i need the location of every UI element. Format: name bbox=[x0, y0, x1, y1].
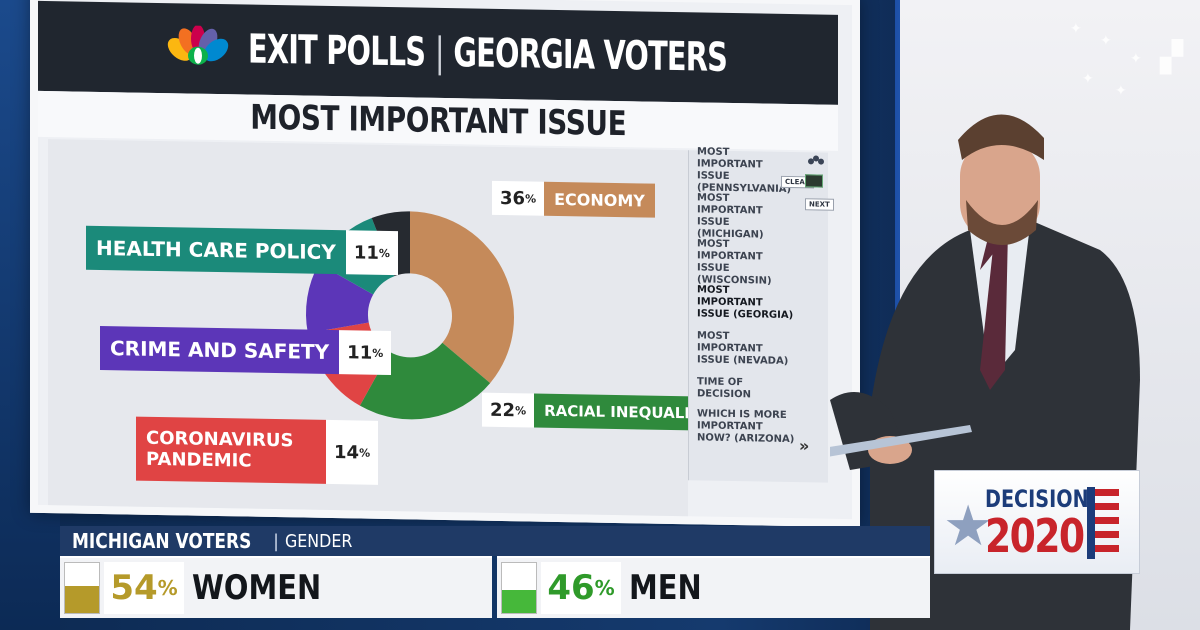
label-economy: 36% ECONOMY bbox=[492, 180, 655, 218]
economy-pct-sign: % bbox=[525, 191, 537, 206]
chart-title: MOST IMPORTANT ISSUE bbox=[250, 97, 626, 145]
lower-third: MICHIGAN VOTERS | GENDER 54% WOMEN 46% M… bbox=[60, 526, 930, 618]
more-arrow-icon[interactable]: » bbox=[799, 436, 810, 456]
coronavirus-line2: PANDEMIC bbox=[146, 448, 252, 472]
sidebar-item-time-of-decision[interactable]: TIME OF DECISION bbox=[697, 376, 751, 401]
men-pct: 46% bbox=[541, 562, 621, 614]
women-pct-sign: % bbox=[157, 576, 178, 600]
label-economy-name: ECONOMY bbox=[544, 181, 655, 218]
men-result-row: 46% MEN bbox=[497, 556, 930, 618]
sidebar-item-arizona[interactable]: WHICH IS MORE IMPORTANT NOW? (ARIZONA) bbox=[697, 408, 795, 446]
decision-word: DECISION bbox=[985, 485, 1089, 513]
pencil-icon[interactable] bbox=[805, 174, 823, 188]
women-label: WOMEN bbox=[192, 568, 322, 608]
donut-slice-economy[interactable] bbox=[410, 211, 514, 384]
women-pct-value: 54 bbox=[110, 568, 158, 608]
label-crime-safety: CRIME AND SAFETY 11% bbox=[100, 325, 392, 376]
label-economy-pct: 36% bbox=[492, 180, 545, 216]
touchscreen-display: EXIT POLLS | GEORGIA VOTERS MOST IMPORTANT… bbox=[30, 0, 860, 528]
nbc-peacock-small-icon bbox=[808, 155, 824, 165]
lower-third-separator: | bbox=[273, 530, 280, 552]
label-health-care-name: HEALTH CARE POLICY bbox=[86, 225, 346, 275]
decision-2020-logo: ★ DECISION 2020 bbox=[934, 470, 1140, 574]
women-gauge-fill bbox=[65, 586, 99, 613]
decision-year: 2020 bbox=[985, 509, 1085, 563]
header-brand: EXIT POLLS bbox=[248, 26, 426, 76]
racial-pct-sign: % bbox=[515, 403, 527, 417]
sidebar-item-nevada[interactable]: MOST IMPORTANT ISSUE (NEVADA) bbox=[697, 330, 789, 367]
header-title: EXIT POLLS | GEORGIA VOTERS bbox=[248, 27, 727, 81]
sidebar-menu: MOST IMPORTANT ISSUE (PENNSYLVANIA) MOST… bbox=[688, 146, 834, 483]
screen-header: EXIT POLLS | GEORGIA VOTERS bbox=[38, 0, 838, 105]
flag-stripes-icon bbox=[1087, 487, 1119, 559]
label-coronavirus-name: CORONAVIRUS PANDEMIC bbox=[136, 416, 326, 484]
men-label: MEN bbox=[629, 568, 702, 608]
header-separator: | bbox=[434, 29, 444, 76]
label-coronavirus-pct: 14% bbox=[326, 419, 379, 485]
coronavirus-pct-sign: % bbox=[359, 445, 371, 460]
lower-third-title-bar: MICHIGAN VOTERS | GENDER bbox=[60, 526, 930, 556]
header-region: GEORGIA VOTERS bbox=[453, 30, 728, 81]
studio-stars-decoration: ✦ ✦ ✦ ✦ ✦ ▞ bbox=[1070, 20, 1184, 98]
women-result-row: 54% WOMEN bbox=[60, 556, 492, 618]
coronavirus-pct-value: 14 bbox=[334, 441, 360, 463]
chart-area: 36% ECONOMY HEALTH CARE POLICY 11% CRIME… bbox=[48, 139, 721, 528]
star-icon: ★ bbox=[943, 494, 994, 557]
lower-third-title: MICHIGAN VOTERS bbox=[72, 529, 252, 553]
coronavirus-line1: CORONAVIRUS bbox=[146, 427, 294, 452]
crime-pct-sign: % bbox=[372, 346, 384, 360]
economy-pct-value: 36 bbox=[500, 187, 526, 209]
nbc-peacock-icon bbox=[167, 25, 229, 65]
donut-slice-crime-and-safety[interactable] bbox=[306, 263, 374, 334]
men-pct-sign: % bbox=[594, 576, 615, 600]
men-gauge-fill bbox=[502, 590, 536, 613]
label-racial-inequality: 22% RACIAL INEQUALITY bbox=[482, 392, 721, 431]
health-pct-sign: % bbox=[378, 246, 390, 260]
sidebar-item-pennsylvania[interactable]: MOST IMPORTANT ISSUE (PENNSYLVANIA) bbox=[697, 146, 792, 196]
label-racial-pct: 22% bbox=[482, 392, 535, 428]
label-coronavirus: CORONAVIRUS PANDEMIC 14% bbox=[136, 416, 379, 485]
men-pct-value: 46 bbox=[547, 568, 595, 608]
label-health-care-pct: 11% bbox=[345, 230, 398, 276]
donut-slice-racial-inequality[interactable] bbox=[359, 341, 491, 421]
racial-pct-value: 22 bbox=[490, 399, 516, 421]
sidebar-item-wisconsin[interactable]: MOST IMPORTANT ISSUE (WISCONSIN) bbox=[697, 238, 772, 287]
sidebar-item-michigan[interactable]: MOST IMPORTANT ISSUE (MICHIGAN) bbox=[697, 192, 764, 241]
label-crime-safety-pct: 11% bbox=[339, 330, 392, 376]
men-gauge bbox=[501, 562, 537, 614]
label-crime-safety-name: CRIME AND SAFETY bbox=[100, 325, 340, 375]
lower-third-subtitle: GENDER bbox=[285, 530, 353, 552]
women-pct: 54% bbox=[104, 562, 184, 614]
health-pct-value: 11 bbox=[353, 241, 379, 264]
women-gauge bbox=[64, 562, 100, 614]
crime-pct-value: 11 bbox=[347, 341, 373, 364]
sidebar-item-georgia[interactable]: MOST IMPORTANT ISSUE (GEORGIA) bbox=[697, 284, 794, 322]
label-health-care: HEALTH CARE POLICY 11% bbox=[86, 225, 398, 276]
